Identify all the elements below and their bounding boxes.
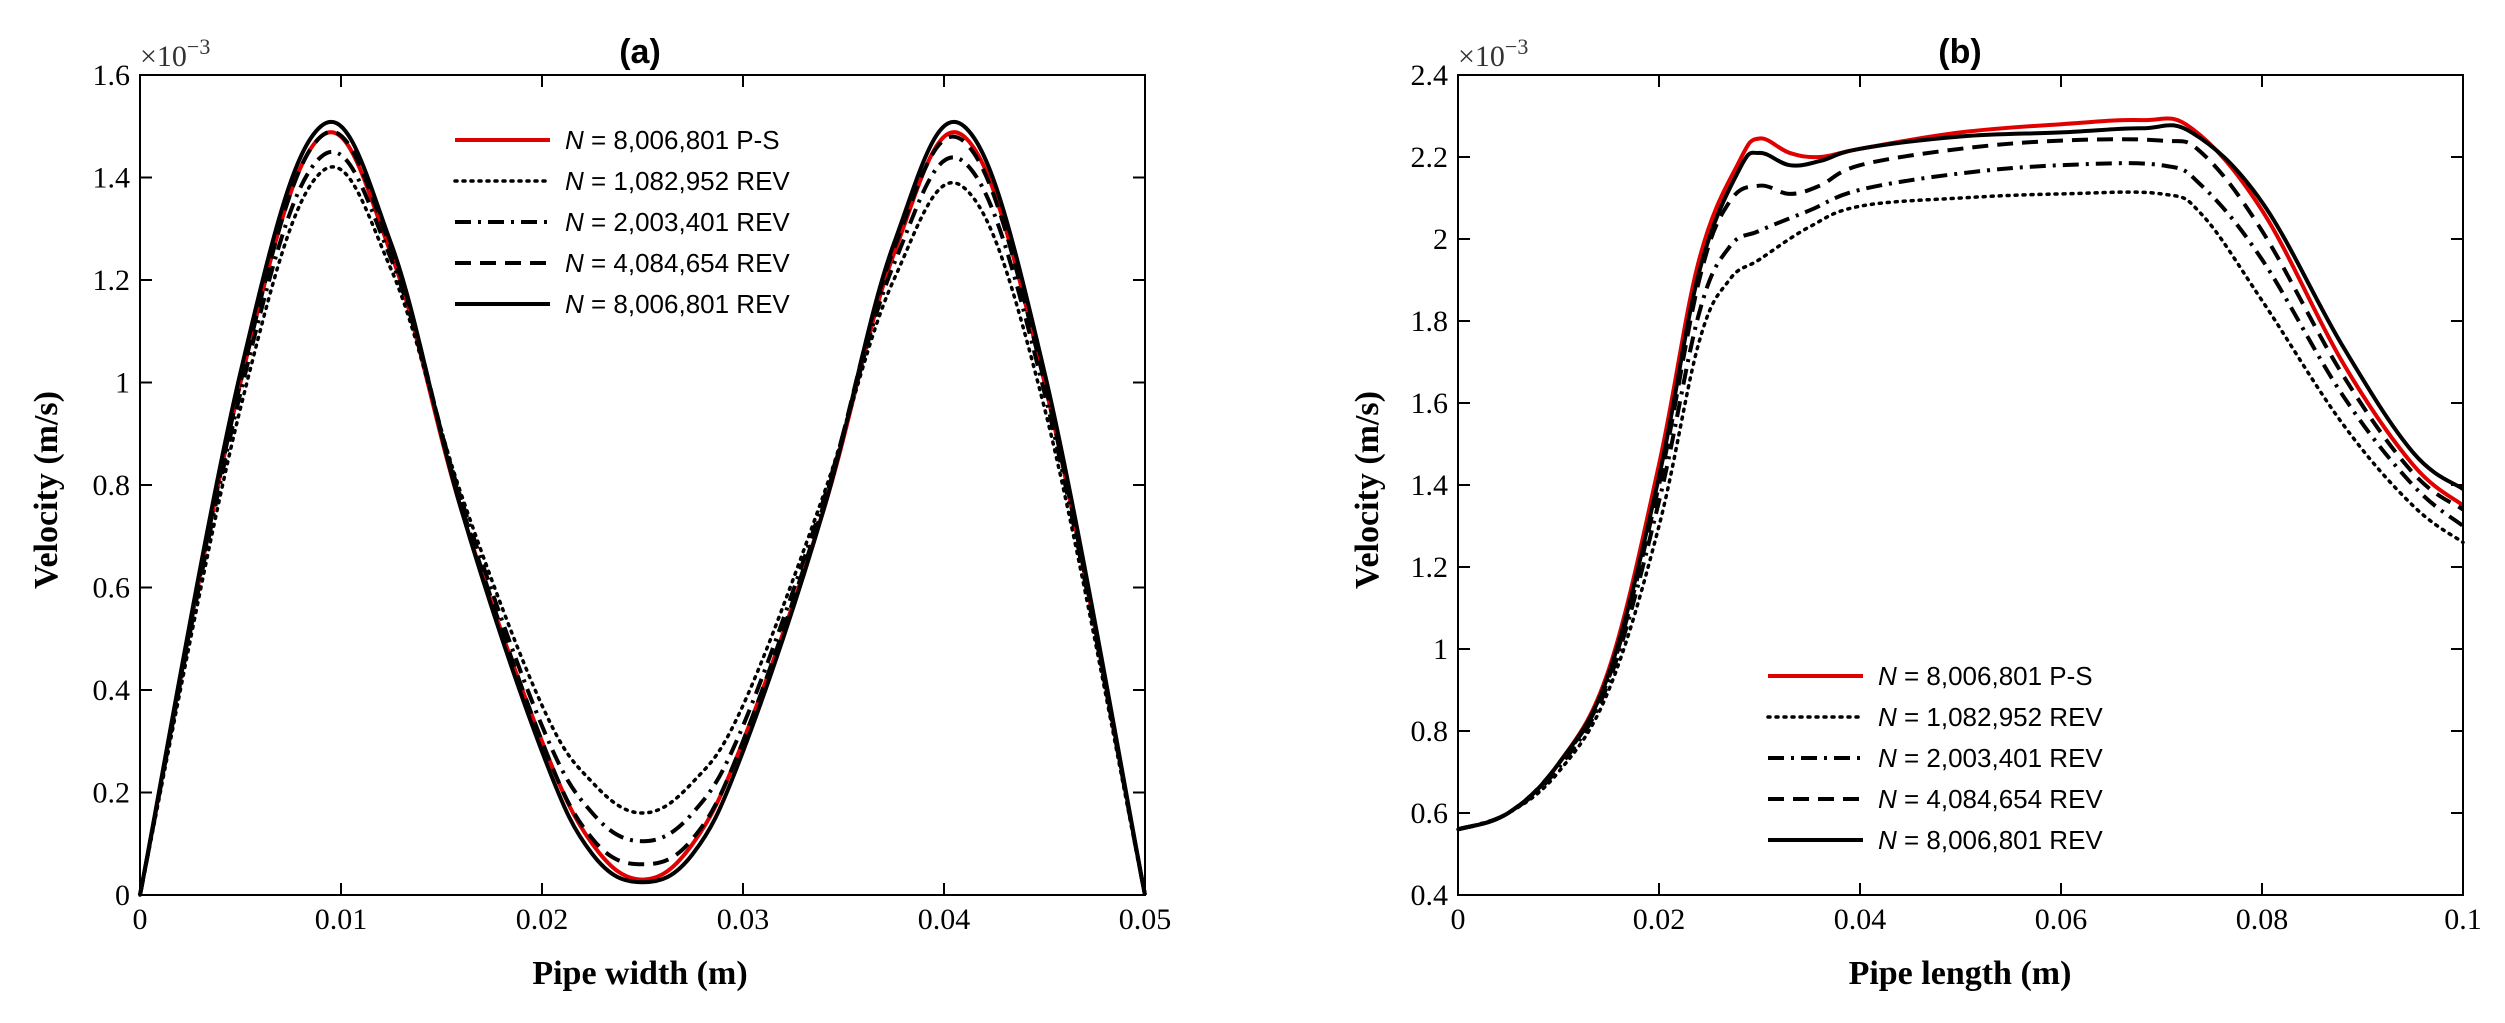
panel-a-y-tick-label: 0.4 xyxy=(93,674,131,707)
panel-a-series-line-4 xyxy=(138,129,1147,896)
panel-b-legend: N = 8,006,801 P-S N = 1,082,952 REV N = 2,… xyxy=(1766,661,2103,855)
panel-b-chart: (b) ×10−3 Pipe length (m) Velocity (m/s)… xyxy=(1349,33,2482,992)
panel-a-y-axis-label: Velocity (m/s) xyxy=(28,391,65,589)
panel-b-legend-label-1: N = 8,006,801 P-S xyxy=(1878,661,2093,691)
panel-a-y-tick-label: 0.6 xyxy=(93,572,131,605)
panel-a-x-tick-label: 0.03 xyxy=(717,903,770,936)
panel-a-y-tick-label: 0.8 xyxy=(93,469,131,502)
panel-a-series-line-2 xyxy=(138,165,1147,897)
panel-b-y-tick-label: 1.4 xyxy=(1411,469,1449,502)
panel-a-x-tick-label: 0.01 xyxy=(315,903,368,936)
panel-b-legend-label-4: N = 4,084,654 REV xyxy=(1878,784,2103,814)
panel-b-axes-box xyxy=(1457,74,2464,896)
panel-b-x-tick-label: 0 xyxy=(1451,903,1466,936)
panel-b-x-tick-label: 0.1 xyxy=(2444,903,2482,936)
panel-a-legend-label-2: N = 1,082,952 REV xyxy=(565,166,790,196)
panel-a-y-tick-label: 0.2 xyxy=(93,777,131,810)
panel-b-y-tick-label: 2.4 xyxy=(1411,59,1449,92)
panel-a-x-tick-label: 0 xyxy=(133,903,148,936)
panel-b-x-tick-label: 0.04 xyxy=(1834,903,1887,936)
panel-a-x-tick-label: 0.04 xyxy=(918,903,971,936)
panel-a-x-axis-label: Pipe width (m) xyxy=(532,955,747,992)
panel-b-x-tick-label: 0.08 xyxy=(2236,903,2289,936)
panel-b-y-tick-label: 0.8 xyxy=(1411,715,1449,748)
panel-a-series-line-5 xyxy=(138,119,1147,896)
panel-a-y-tick-label: 1 xyxy=(115,367,130,400)
panel-a-y-tick-label: 1.2 xyxy=(93,264,131,297)
panel-b-y-tick-label: 2 xyxy=(1433,223,1448,256)
panel-b-y-tick-label: 2.2 xyxy=(1411,141,1449,174)
panel-a-y-tick-label: 1.6 xyxy=(93,59,131,92)
panel-b-series-line-4 xyxy=(1457,137,2465,832)
panel-b-y-multiplier: ×10−3 xyxy=(1458,34,1528,73)
panel-b-series-line-5 xyxy=(1457,123,2465,832)
panel-b-legend-label-3: N = 2,003,401 REV xyxy=(1878,743,2103,773)
panel-a-y-tick-label: 0 xyxy=(115,879,130,912)
panel-a-series-line-3 xyxy=(138,149,1147,896)
panel-b-series-line-2 xyxy=(1456,190,2465,832)
panel-b-x-tick-label: 0.06 xyxy=(2035,903,2088,936)
panel-a-legend-label-3: N = 2,003,401 REV xyxy=(565,207,790,237)
panel-b-y-tick-label: 1.6 xyxy=(1411,387,1449,420)
panel-a-title: (a) xyxy=(619,33,661,71)
panel-a-y-multiplier: ×10−3 xyxy=(140,34,210,73)
panel-a-y-tick-label: 1.4 xyxy=(93,162,131,195)
panel-b-y-tick-label: 0.4 xyxy=(1411,879,1449,912)
panel-a-legend: N = 8,006,801 P-S N = 1,082,952 REV N = 2,… xyxy=(453,125,790,319)
panel-a-x-tick-label: 0.05 xyxy=(1119,903,1172,936)
panel-a-legend-label-1: N = 8,006,801 P-S xyxy=(565,125,780,155)
panel-b-x-tick-label: 0.02 xyxy=(1633,903,1686,936)
panel-b-y-tick-label: 1.8 xyxy=(1411,305,1449,338)
panel-a-legend-label-5: N = 8,006,801 REV xyxy=(565,289,790,319)
panel-a-series-line-1 xyxy=(138,130,1147,896)
panel-a-x-tick-label: 0.02 xyxy=(516,903,569,936)
panel-b-y-axis-label: Velocity (m/s) xyxy=(1349,391,1386,589)
panel-b-x-axis-label: Pipe length (m) xyxy=(1849,955,2072,992)
panel-b-legend-label-2: N = 1,082,952 REV xyxy=(1878,702,2103,732)
panel-b-y-tick-label: 1 xyxy=(1433,633,1448,666)
panel-b-y-tick-label: 0.6 xyxy=(1411,797,1449,830)
panel-b-series-line-3 xyxy=(1457,161,2465,832)
panel-a-chart: (a) ×10−3 Pipe width (m) Velocity (m/s) … xyxy=(28,33,1171,992)
panel-b-title: (b) xyxy=(1938,33,1981,71)
panel-b-y-tick-label: 1.2 xyxy=(1411,551,1449,584)
panel-a-axes-box xyxy=(139,74,1146,896)
panel-b-legend-label-5: N = 8,006,801 REV xyxy=(1878,825,2103,855)
panel-a-legend-label-4: N = 4,084,654 REV xyxy=(565,248,790,278)
